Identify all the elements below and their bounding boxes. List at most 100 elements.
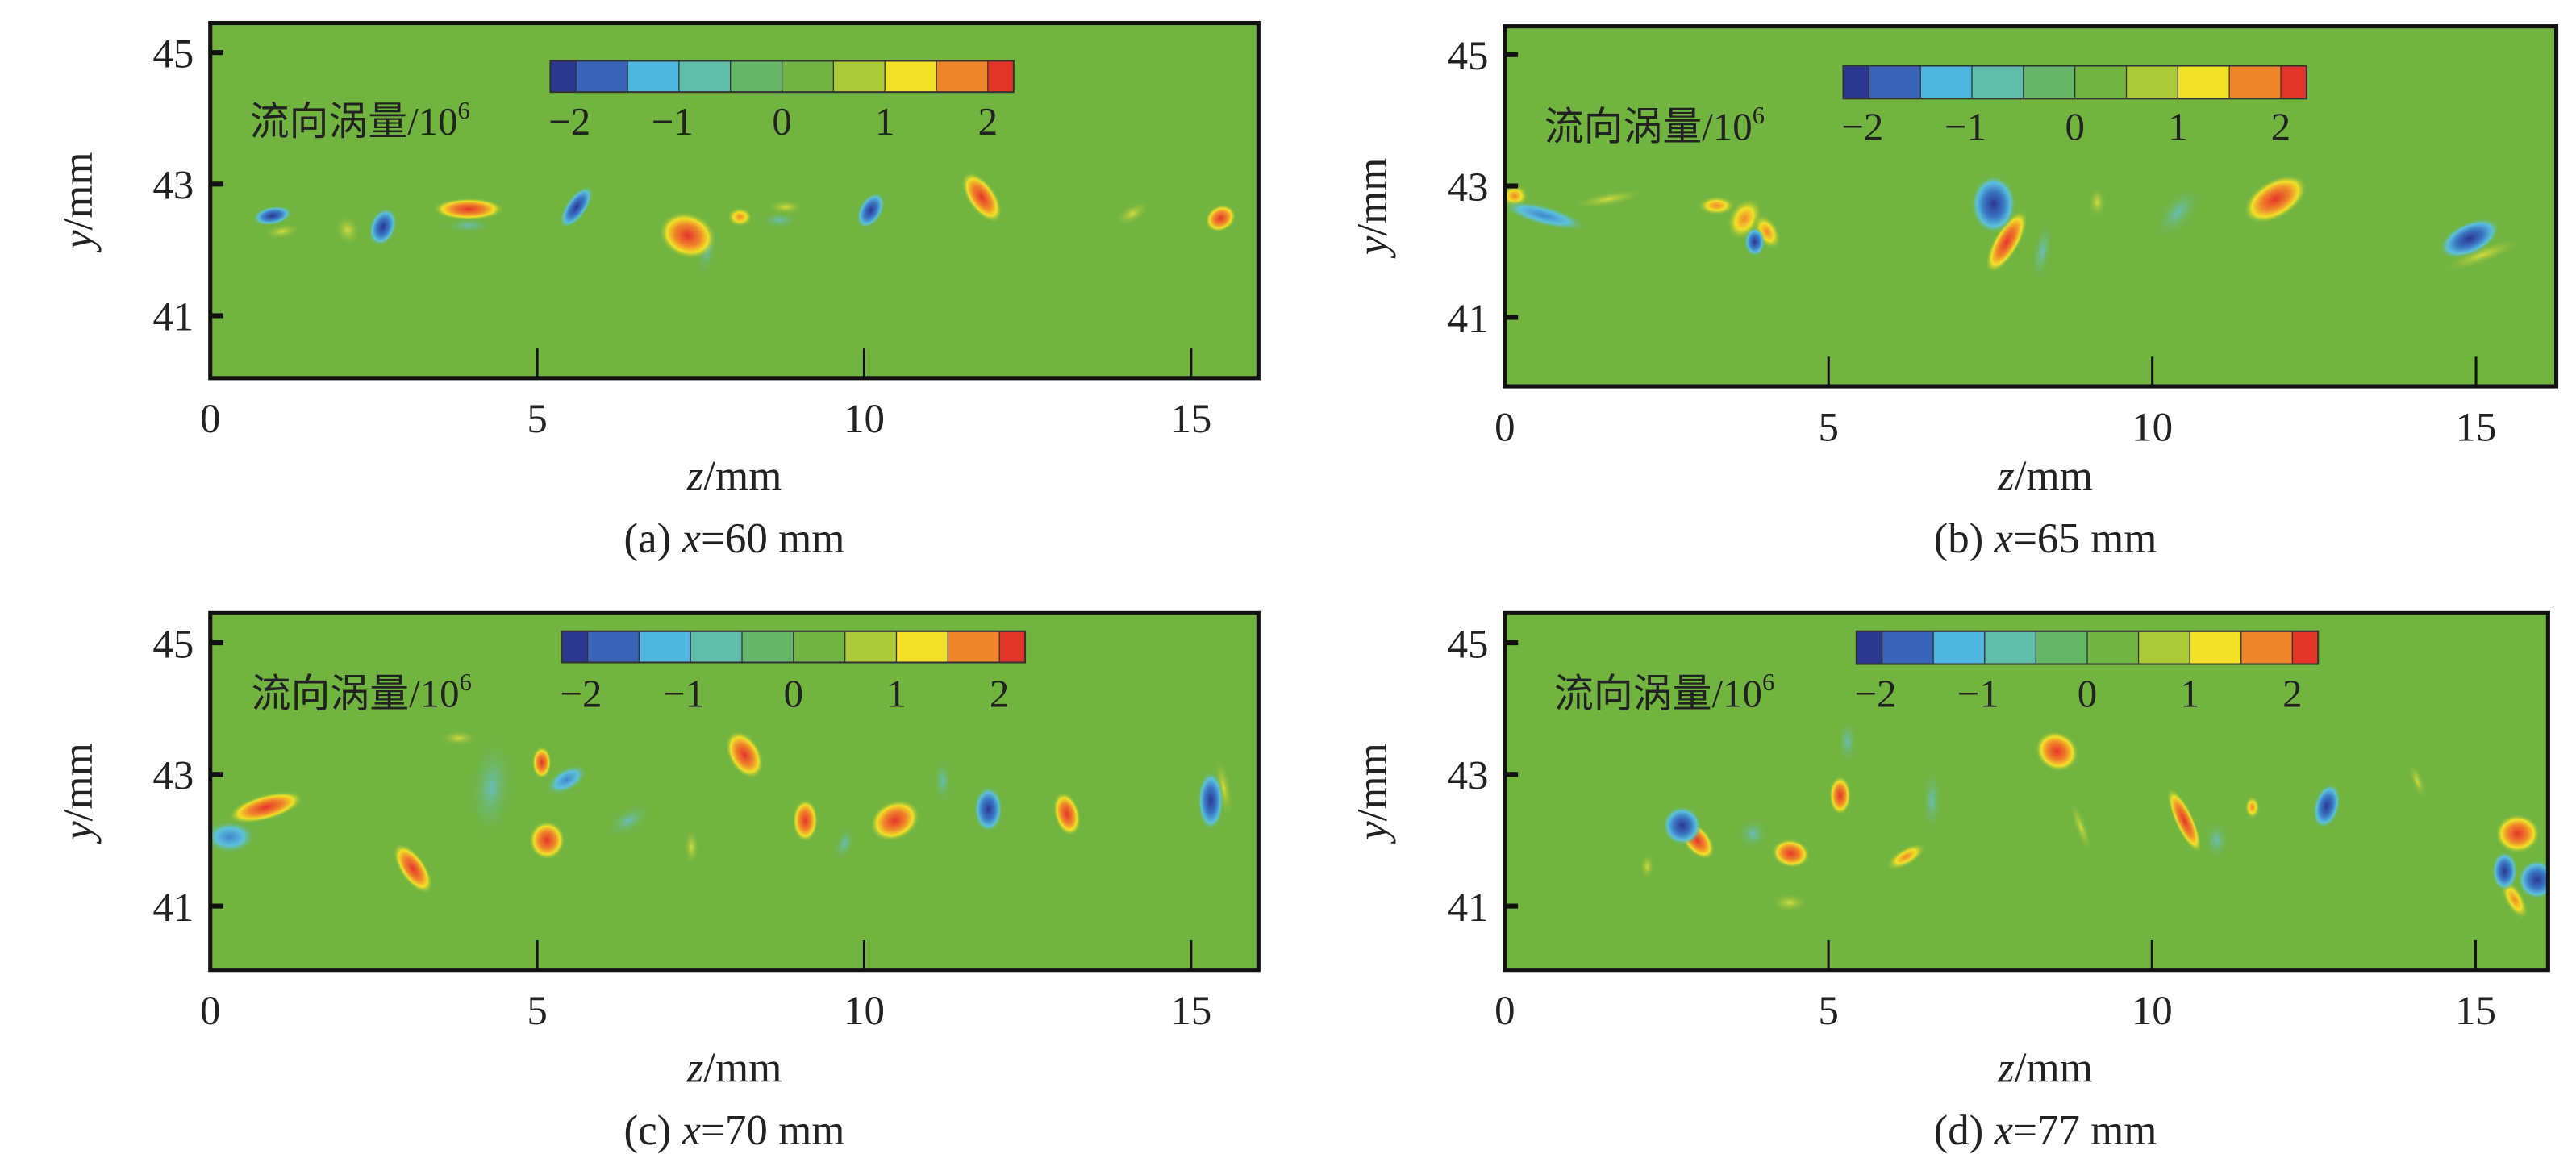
- colorbar-segment: [561, 631, 589, 664]
- colorbar-segment: [2074, 65, 2128, 99]
- caption-rest: =60 mm: [701, 515, 844, 562]
- y-tick-label: 43: [1448, 754, 1489, 799]
- positive-vortex: [1214, 755, 1234, 820]
- positive-vortex: [961, 171, 1003, 223]
- colorbar-segment: [793, 631, 846, 664]
- positive-vortex: [1985, 210, 2028, 274]
- negative-vortex: [1970, 174, 2017, 235]
- colorbar-segment: [781, 60, 835, 93]
- y-tick-label: 43: [1448, 165, 1489, 210]
- colorbar-label: 流向涡量/106: [252, 669, 472, 715]
- positive-vortex: [2495, 814, 2541, 854]
- colorbar-segment: [690, 631, 743, 664]
- positive-vortex: [2069, 798, 2093, 856]
- positive-vortex: [1114, 200, 1150, 227]
- colorbar-segment: [998, 631, 1026, 664]
- negative-vortex: [545, 764, 588, 795]
- y-axis-label: y/mm: [55, 152, 102, 253]
- positive-vortex: [765, 199, 806, 215]
- colorbar-segment: [575, 60, 628, 93]
- y-tick-label: 45: [1448, 622, 1489, 667]
- x-axis-label: z/mm: [1997, 1044, 2093, 1091]
- x-tick-label: 5: [527, 989, 547, 1034]
- colorbar-tick-label: 0: [2078, 672, 2097, 716]
- colorbar-segment: [2137, 631, 2190, 665]
- x-tick-label: 15: [1170, 989, 1211, 1034]
- positive-vortex: [1639, 853, 1656, 880]
- y-axis-unit: /mm: [1349, 157, 1396, 235]
- x-axis-var: z: [686, 1044, 704, 1091]
- positive-vortex: [683, 827, 700, 867]
- plot-frame: [1503, 610, 2550, 973]
- negative-vortex: [1922, 768, 1942, 834]
- colorbar-tick-label: 2: [990, 672, 1009, 716]
- positive-vortex: [531, 746, 552, 780]
- colorbar-segment: [1932, 631, 1986, 665]
- negative-vortex: [1504, 199, 1588, 231]
- negative-vortex: [2203, 820, 2230, 860]
- y-axis-label: y/mm: [1349, 157, 1396, 259]
- colorbar-segment: [884, 60, 937, 93]
- negative-vortex: [468, 735, 515, 840]
- colorbar-tick-label: 1: [875, 99, 894, 144]
- positive-vortex: [528, 820, 565, 860]
- plot-background: [1504, 613, 2549, 970]
- x-tick-label: 15: [1170, 397, 1211, 442]
- colorbar-frame: [549, 60, 1015, 94]
- x-tick-label: 10: [844, 989, 885, 1034]
- positive-vortex: [2035, 731, 2079, 773]
- negative-vortex: [605, 802, 652, 838]
- y-tick-label: 41: [152, 885, 194, 931]
- colorbar-segment: [1881, 631, 1934, 665]
- colorbar-segment: [2228, 65, 2282, 99]
- y-axis-unit: /mm: [55, 152, 102, 230]
- x-tick-label: 10: [844, 397, 885, 442]
- colorbar-tick-label: −1: [663, 672, 705, 716]
- colorbar-tick-label: 0: [784, 672, 803, 716]
- negative-vortex: [1197, 771, 1224, 831]
- x-tick-label: 0: [200, 989, 220, 1034]
- colorbar-segment: [936, 60, 989, 93]
- colorbar-tick-label: 1: [2180, 672, 2199, 716]
- y-axis-label: y/mm: [1349, 743, 1396, 844]
- y-axis-var: y: [55, 821, 102, 844]
- negative-vortex: [560, 185, 594, 229]
- colorbar-label-text: 流向涡量/10: [252, 672, 460, 716]
- x-axis-unit: /mm: [703, 1044, 782, 1091]
- caption-prefix: (b): [1934, 515, 1995, 562]
- x-tick-label: 10: [2132, 405, 2173, 450]
- negative-vortex: [1662, 806, 1702, 846]
- x-tick-label: 5: [1818, 989, 1838, 1034]
- y-axis-var: y: [1349, 821, 1396, 844]
- caption-rest: =65 mm: [2013, 515, 2157, 562]
- y-tick-label: 43: [152, 164, 194, 209]
- colorbar-label-text: 流向涡量/10: [1554, 672, 1762, 716]
- colorbar-segment: [2035, 631, 2088, 665]
- caption-prefix: (c): [624, 1107, 682, 1154]
- negative-vortex: [2517, 860, 2549, 900]
- x-tick-label: 10: [2132, 989, 2173, 1034]
- caption-rest: =70 mm: [701, 1107, 844, 1154]
- colorbar-tick-label: −2: [560, 672, 602, 716]
- colorbar-segment: [1971, 65, 2024, 99]
- colorbar-tick-label: 2: [2282, 672, 2302, 716]
- y-axis-unit: /mm: [1349, 743, 1396, 821]
- colorbar-tick-label: 1: [886, 672, 906, 716]
- colorbar-segment: [2189, 631, 2242, 665]
- positive-vortex: [2245, 795, 2261, 819]
- colorbar: −2 −1 0 1 2 流向涡量/106: [1544, 65, 2307, 148]
- x-tick-label: 0: [1494, 989, 1515, 1034]
- positive-vortex: [725, 730, 765, 779]
- x-axis-label: z/mm: [1997, 452, 2093, 499]
- colorbar-segment: [1919, 65, 1973, 99]
- colorbar-segment: [844, 631, 898, 664]
- colorbar-label-exponent: 6: [458, 97, 470, 124]
- colorbar-segment: [730, 60, 783, 93]
- colorbar-label-text: 流向涡量/10: [250, 99, 458, 144]
- colorbar-tick-label: −2: [1854, 672, 1896, 716]
- negative-vortex: [973, 785, 1003, 833]
- colorbar-segment: [549, 60, 577, 93]
- colorbar-segment: [2280, 65, 2307, 99]
- colorbar-label-exponent: 6: [460, 669, 472, 696]
